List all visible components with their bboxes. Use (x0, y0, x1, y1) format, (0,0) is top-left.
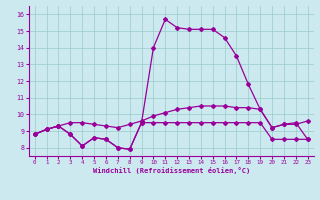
X-axis label: Windchill (Refroidissement éolien,°C): Windchill (Refroidissement éolien,°C) (92, 167, 250, 174)
